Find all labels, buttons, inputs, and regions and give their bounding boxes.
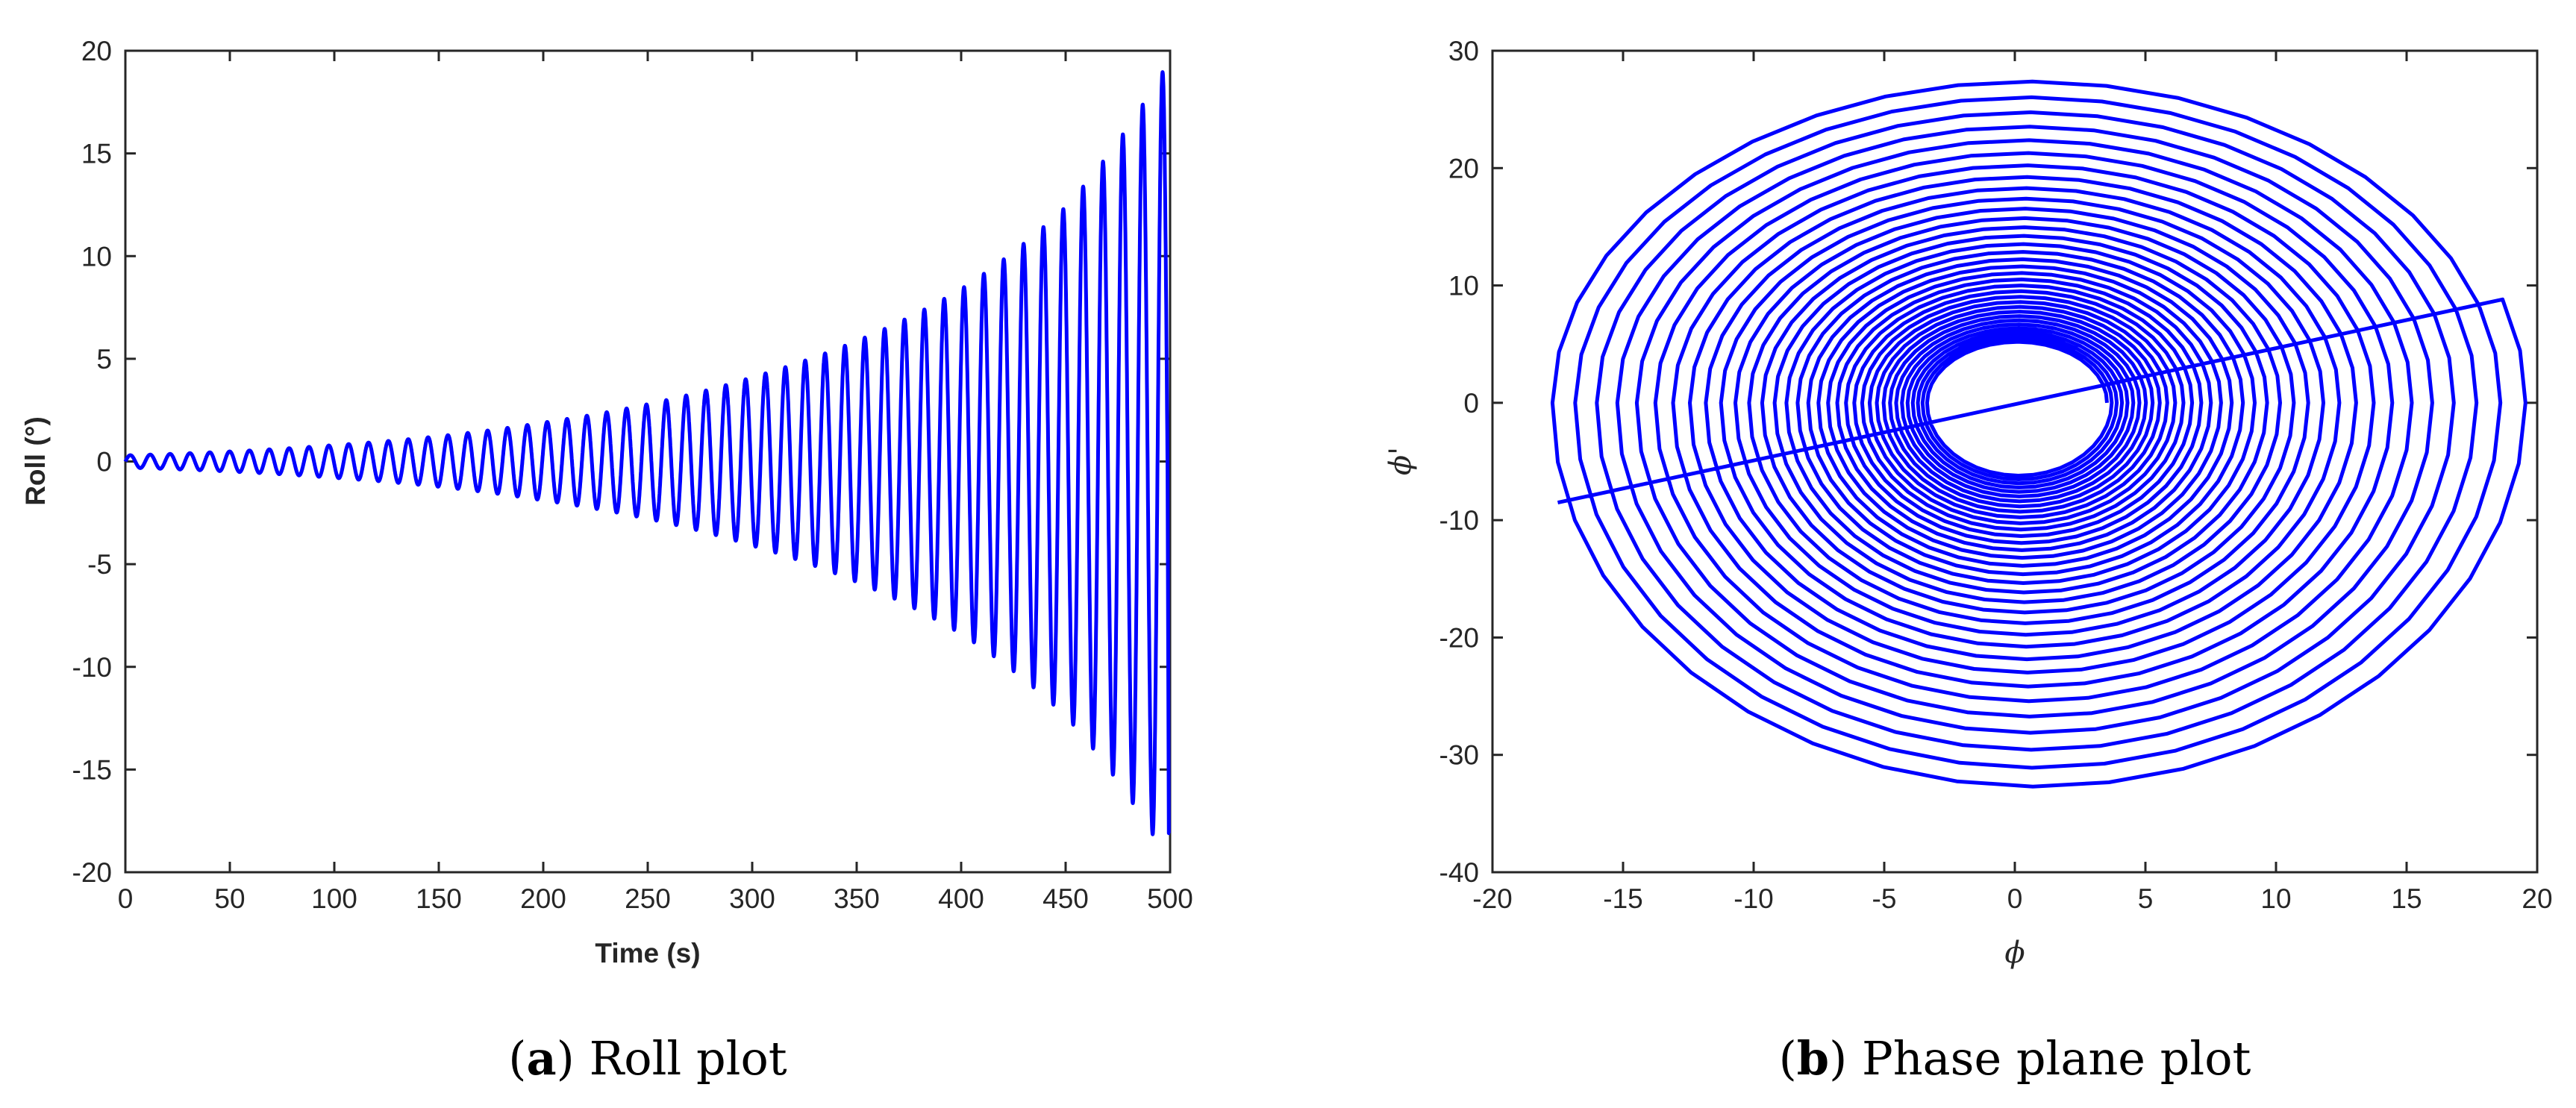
caption-b-text: Phase plane plot <box>1862 1031 2251 1086</box>
b-y-tick-label: -30 <box>1439 740 1479 771</box>
a-y-tick-label: -20 <box>72 857 112 888</box>
phase-x-ticks: -20 -15 -10 -5 0 5 10 15 20 <box>1472 51 2553 914</box>
a-y-tick-label: 10 <box>81 241 112 272</box>
a-x-tick-label: 350 <box>834 883 880 914</box>
caption-b-label: b <box>1797 1031 1829 1086</box>
roll-plot-frame <box>124 49 1172 874</box>
a-y-tick-label: -15 <box>72 754 112 785</box>
a-y-tick-label: 5 <box>96 344 112 375</box>
a-y-tick-label: -5 <box>87 549 112 580</box>
roll-chart: 0 50 100 150 200 250 300 350 400 450 500 20151050-… <box>20 36 1193 968</box>
a-x-tick-label: 450 <box>1042 883 1089 914</box>
a-x-tick-label: 200 <box>520 883 566 914</box>
caption-a-label: a <box>526 1031 556 1086</box>
phase-series-spiral <box>1550 79 2527 789</box>
caption-a: (a) Roll plot <box>508 1031 787 1086</box>
caption-a-text: Roll plot <box>590 1031 787 1086</box>
b-y-tick-label: 30 <box>1448 36 1479 66</box>
roll-y-axis-label: Roll (°) <box>20 416 51 506</box>
b-x-tick-label: 15 <box>2391 883 2422 914</box>
b-x-tick-label: 10 <box>2260 883 2291 914</box>
b-x-tick-label: -15 <box>1603 883 1642 914</box>
roll-series-line <box>123 70 1171 836</box>
a-x-tick-label: 400 <box>938 883 984 914</box>
roll-x-axis-label: Time (s) <box>595 938 700 968</box>
phase-x-axis-label: ϕ <box>2004 936 2025 970</box>
b-y-tick-label: -20 <box>1439 622 1479 653</box>
b-x-tick-label: 5 <box>2138 883 2154 914</box>
phase-y-axis-label: ϕ' <box>1384 447 1418 475</box>
b-x-tick-label: -10 <box>1734 883 1773 914</box>
a-y-tick-label: -10 <box>72 652 112 683</box>
a-x-tick-label: 0 <box>118 883 134 914</box>
phase-plane-chart: -20 -15 -10 -5 0 5 10 15 20 3020100-10-20-30-40 … <box>1384 36 2553 970</box>
a-x-tick-label: 300 <box>729 883 775 914</box>
caption-b: (b) Phase plane plot <box>1779 1031 2251 1086</box>
b-y-tick-label: 0 <box>1463 388 1479 419</box>
roll-x-ticks: 0 50 100 150 200 250 300 350 400 450 500 <box>118 51 1193 914</box>
roll-y-ticks: 20 15 10 5 0 -5 -10 -15 -20 <box>72 36 1170 888</box>
b-y-tick-label: 10 <box>1448 271 1479 301</box>
b-y-tick-label: 20 <box>1448 153 1479 184</box>
a-x-tick-label: 150 <box>416 883 462 914</box>
a-y-tick-label: 0 <box>96 447 112 478</box>
b-y-tick-label: -10 <box>1439 505 1479 536</box>
b-x-tick-label: 20 <box>2522 883 2552 914</box>
b-x-tick-label: -20 <box>1472 883 1512 914</box>
a-x-tick-label: 100 <box>311 883 357 914</box>
a-x-tick-label: 50 <box>214 883 245 914</box>
phase-y-ticks: 30 20 10 0 -10 -20 -30 -40 <box>1439 36 2537 888</box>
a-x-tick-label: 250 <box>625 883 671 914</box>
b-y-tick-label: -40 <box>1439 857 1479 888</box>
a-y-tick-label: 20 <box>81 36 112 66</box>
b-x-tick-label: -5 <box>1872 883 1897 914</box>
b-x-tick-label: 0 <box>2007 883 2023 914</box>
a-y-tick-label: 15 <box>81 139 112 169</box>
a-x-tick-label: 500 <box>1147 883 1193 914</box>
